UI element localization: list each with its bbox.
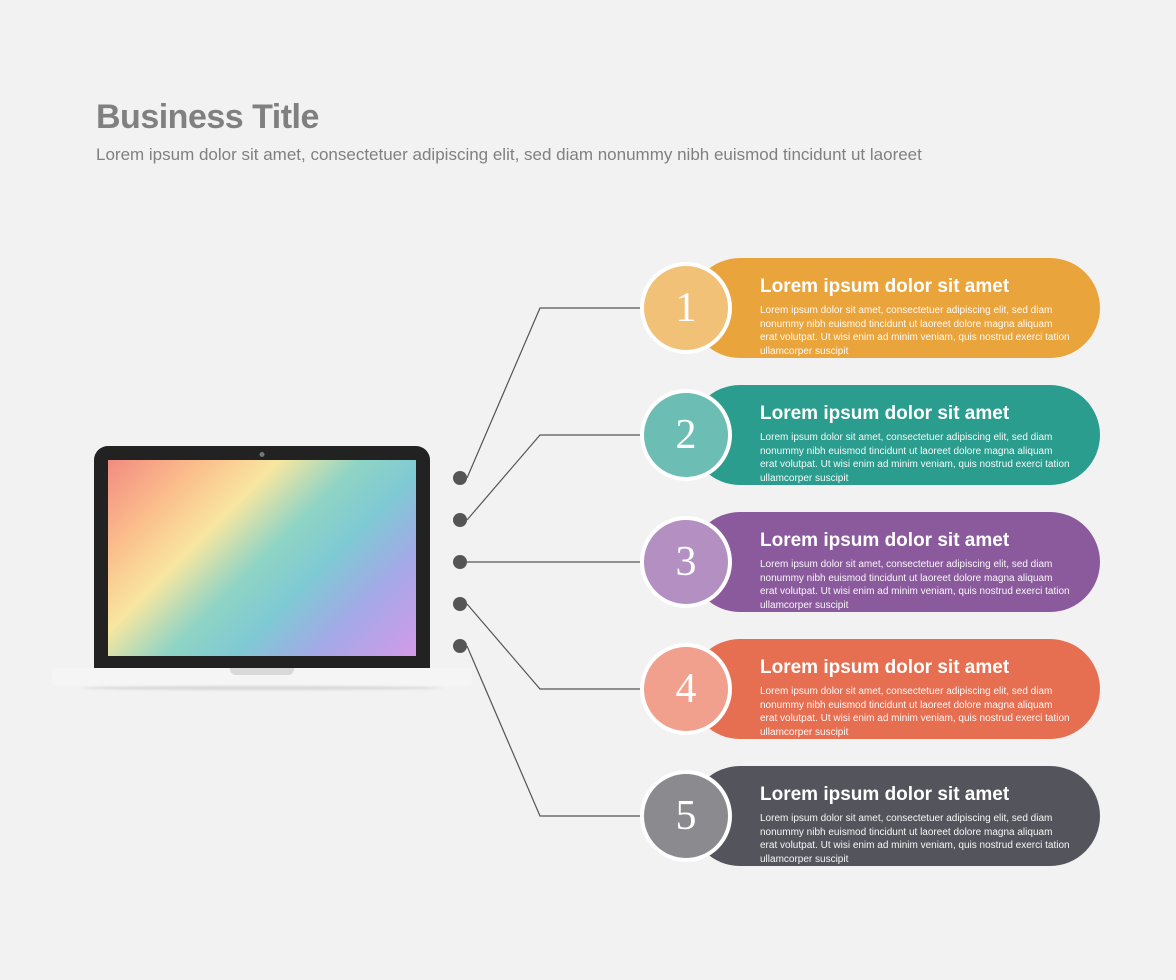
info-item-desc: Lorem ipsum dolor sit amet, consectetuer…	[760, 812, 1070, 866]
items-list: Lorem ipsum dolor sit amet Lorem ipsum do…	[640, 258, 1100, 893]
info-item-desc: Lorem ipsum dolor sit amet, consectetuer…	[760, 685, 1070, 739]
laptop-frame	[94, 446, 430, 668]
laptop-base	[52, 668, 472, 686]
info-item-title: Lorem ipsum dolor sit amet	[760, 276, 1070, 298]
info-item-number: 2	[640, 389, 732, 481]
info-item-number: 3	[640, 516, 732, 608]
info-item-number: 1	[640, 262, 732, 354]
info-item-bar: Lorem ipsum dolor sit amet Lorem ipsum do…	[690, 766, 1100, 866]
laptop-screen	[108, 460, 416, 656]
info-item-desc: Lorem ipsum dolor sit amet, consectetuer…	[760, 558, 1070, 612]
laptop-camera	[260, 452, 265, 457]
laptop-shadow	[82, 686, 442, 690]
info-item-bar: Lorem ipsum dolor sit amet Lorem ipsum do…	[690, 258, 1100, 358]
info-item-bar: Lorem ipsum dolor sit amet Lorem ipsum do…	[690, 385, 1100, 485]
info-item-bar: Lorem ipsum dolor sit amet Lorem ipsum do…	[690, 512, 1100, 612]
laptop-icon	[52, 446, 472, 690]
info-item-desc: Lorem ipsum dolor sit amet, consectetuer…	[760, 431, 1070, 485]
info-item-bar: Lorem ipsum dolor sit amet Lorem ipsum do…	[690, 639, 1100, 739]
info-item-title: Lorem ipsum dolor sit amet	[760, 657, 1070, 679]
info-item-3: Lorem ipsum dolor sit amet Lorem ipsum do…	[640, 512, 1100, 612]
laptop-notch	[230, 668, 294, 675]
info-item-title: Lorem ipsum dolor sit amet	[760, 530, 1070, 552]
info-item-5: Lorem ipsum dolor sit amet Lorem ipsum do…	[640, 766, 1100, 866]
header: Business Title Lorem ipsum dolor sit ame…	[96, 98, 1080, 165]
page-title: Business Title	[96, 98, 1080, 137]
info-item-number: 5	[640, 770, 732, 862]
info-item-1: Lorem ipsum dolor sit amet Lorem ipsum do…	[640, 258, 1100, 358]
info-item-4: Lorem ipsum dolor sit amet Lorem ipsum do…	[640, 639, 1100, 739]
info-item-number: 4	[640, 643, 732, 735]
info-item-title: Lorem ipsum dolor sit amet	[760, 403, 1070, 425]
page-subtitle: Lorem ipsum dolor sit amet, consectetuer…	[96, 145, 1080, 165]
info-item-title: Lorem ipsum dolor sit amet	[760, 784, 1070, 806]
info-item-desc: Lorem ipsum dolor sit amet, consectetuer…	[760, 304, 1070, 358]
info-item-2: Lorem ipsum dolor sit amet Lorem ipsum do…	[640, 385, 1100, 485]
